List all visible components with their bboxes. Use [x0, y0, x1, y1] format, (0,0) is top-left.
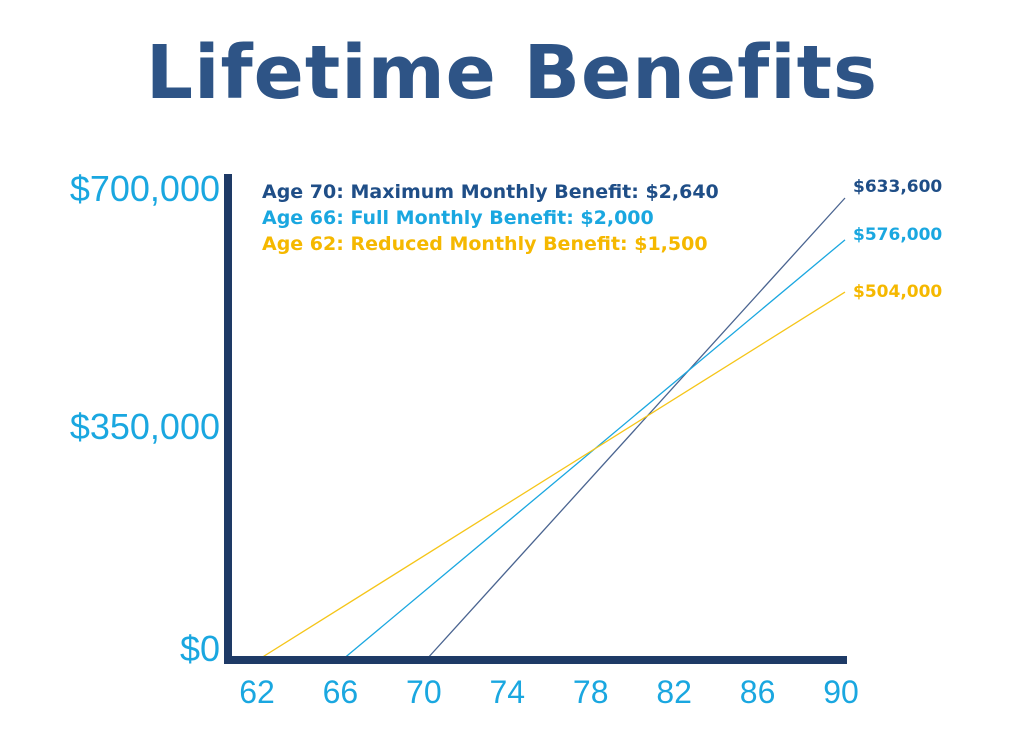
y-tick-label: $350,000 [69, 406, 220, 447]
x-tick-label: 74 [489, 674, 525, 710]
y-tick-label: $0 [179, 628, 220, 669]
x-tick-label: 90 [823, 674, 859, 710]
x-tick-label: 62 [239, 674, 275, 710]
x-tick-label: 70 [406, 674, 442, 710]
legend-entry-age-70: Age 70: Maximum Monthly Benefit: $2,640 [262, 181, 719, 203]
legend-entry-age-62: Age 62: Reduced Monthly Benefit: $1,500 [262, 233, 708, 255]
end-label-age-70: $633,600 [853, 177, 943, 197]
x-tick-label: 78 [573, 674, 609, 710]
x-tick-label: 66 [323, 674, 359, 710]
end-label-age-62: $504,000 [853, 282, 943, 302]
legend-entry-age-66: Age 66: Full Monthly Benefit: $2,000 [262, 207, 654, 229]
x-tick-label: 82 [656, 674, 692, 710]
y-tick-label: $700,000 [69, 168, 220, 209]
series-line-2 [260, 291, 846, 659]
series-line-0 [427, 197, 846, 659]
x-tick-label: 86 [740, 674, 776, 710]
chart-title: Lifetime Benefits [145, 30, 879, 116]
end-label-age-66: $576,000 [853, 225, 943, 245]
